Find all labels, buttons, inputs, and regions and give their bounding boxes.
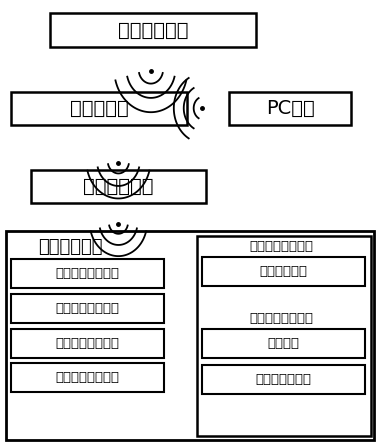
FancyBboxPatch shape [202,365,365,394]
Text: 加速度采集组件: 加速度采集组件 [256,373,312,386]
FancyBboxPatch shape [31,170,206,203]
Text: 生理数据采集单元: 生理数据采集单元 [249,240,314,253]
Text: 划桨力量采集组件: 划桨力量采集组件 [56,371,120,384]
Text: 心率采集组件: 心率采集组件 [260,265,308,278]
Text: 划桨频次采集组件: 划桨频次采集组件 [56,337,120,350]
Text: 船体参数采集单元: 船体参数采集单元 [249,312,314,325]
FancyBboxPatch shape [11,259,164,288]
Text: 系统服务器: 系统服务器 [70,99,129,118]
FancyBboxPatch shape [11,363,164,392]
Text: 参数采集终端: 参数采集终端 [39,238,103,256]
FancyBboxPatch shape [229,92,351,125]
FancyBboxPatch shape [197,236,371,436]
FancyBboxPatch shape [11,329,164,358]
FancyBboxPatch shape [11,294,164,323]
Text: 移动管理终端: 移动管理终端 [118,21,188,40]
FancyBboxPatch shape [202,257,365,286]
FancyBboxPatch shape [11,92,187,125]
FancyBboxPatch shape [6,231,374,440]
Text: 训练参数采集单元: 训练参数采集单元 [56,267,120,280]
Text: 定位组件: 定位组件 [268,337,299,350]
FancyBboxPatch shape [50,13,256,47]
Text: PC终端: PC终端 [266,99,315,118]
FancyBboxPatch shape [202,329,365,358]
Text: 划桨角度采集组件: 划桨角度采集组件 [56,302,120,315]
Text: 数据中转终端: 数据中转终端 [83,177,154,196]
